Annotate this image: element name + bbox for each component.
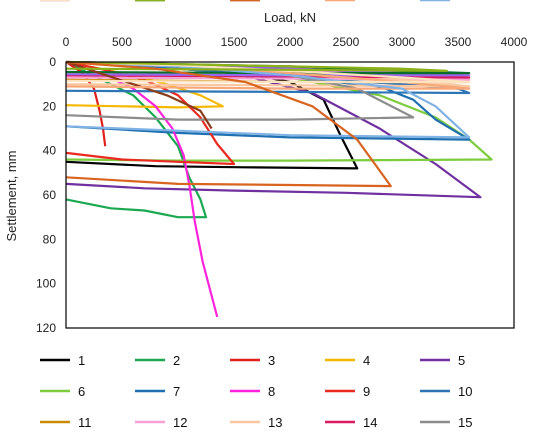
legend-label-1: 1 — [78, 353, 85, 368]
legend-label-23: 23 — [268, 0, 282, 3]
legend-label-16: 16 — [78, 0, 92, 3]
x-tick-label-6: 3000 — [389, 35, 416, 49]
x-tick-label-0: 0 — [63, 35, 70, 49]
legend-label-11: 11 — [78, 415, 92, 430]
x-tick-labels: 0 500 1000 1500 2000 2500 3000 3500 4000 — [63, 35, 528, 49]
legend-label-15: 15 — [458, 415, 472, 430]
y-tick-label-2: 40 — [43, 144, 57, 158]
legend-label-13: 13 — [268, 415, 282, 430]
legend-label-17: 17 — [173, 0, 187, 3]
legend-label-20: 20 — [458, 0, 472, 3]
legend-label-14: 14 — [363, 415, 377, 430]
legend-label-22: 22 — [173, 0, 187, 3]
y-tick-label-3: 60 — [43, 188, 57, 202]
x-tick-label-8: 4000 — [501, 35, 528, 49]
legend: 1234567891011121314151617181920212223 — [40, 0, 472, 430]
plot-area-frame — [65, 61, 515, 329]
x-tick-label-2: 1000 — [165, 35, 192, 49]
x-tick-label-4: 2000 — [277, 35, 304, 49]
y-tick-label-0: 0 — [49, 55, 56, 69]
legend-label-12: 12 — [173, 415, 187, 430]
legend-label-3: 3 — [268, 353, 275, 368]
series-line-22 — [65, 60, 448, 73]
y-tick-label-4: 80 — [43, 232, 57, 246]
y-tick-labels: 0 20 40 60 80 100 120 — [36, 55, 56, 335]
legend-label-4: 4 — [363, 353, 370, 368]
series-line-18 — [65, 60, 213, 130]
legend-label-5: 5 — [458, 353, 465, 368]
x-tick-label-7: 3500 — [445, 35, 472, 49]
legend-label-9: 9 — [363, 384, 370, 399]
series-layer — [65, 60, 493, 318]
legend-label-19: 19 — [363, 0, 377, 3]
y-tick-label-1: 20 — [43, 99, 57, 113]
x-tick-label-1: 500 — [112, 35, 132, 49]
y-tick-label-5: 100 — [36, 277, 56, 291]
y-axis-title: Settlement, mm — [4, 150, 19, 241]
x-tick-label-5: 2500 — [333, 35, 360, 49]
legend-label-21: 21 — [78, 0, 92, 3]
x-axis-title: Load, kN — [264, 10, 316, 25]
x-tick-label-3: 1500 — [221, 35, 248, 49]
y-tick-label-6: 120 — [36, 321, 56, 335]
legend-label-18: 18 — [268, 0, 282, 3]
legend-label-10: 10 — [458, 384, 472, 399]
legend-label-7: 7 — [173, 384, 180, 399]
legend-label-6: 6 — [78, 384, 85, 399]
legend-label-2: 2 — [173, 353, 180, 368]
legend-label-8: 8 — [268, 384, 275, 399]
series-line-23 — [65, 60, 392, 188]
